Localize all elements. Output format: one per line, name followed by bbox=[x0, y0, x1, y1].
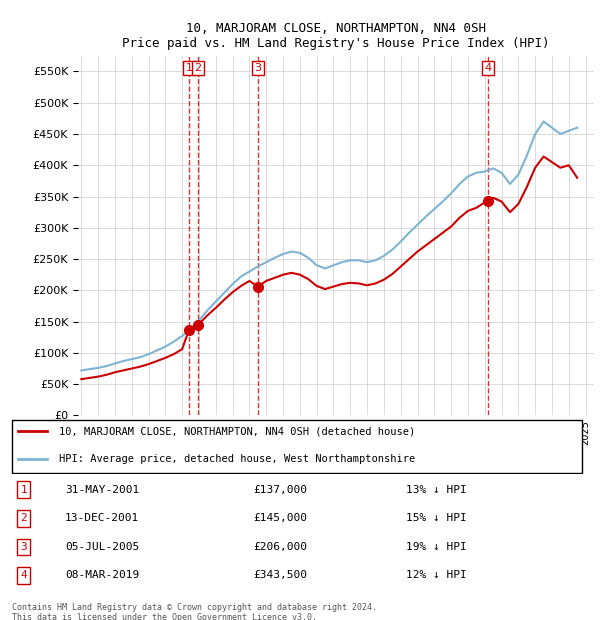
Text: 19% ↓ HPI: 19% ↓ HPI bbox=[406, 542, 467, 552]
Text: £137,000: £137,000 bbox=[253, 485, 307, 495]
Text: £343,500: £343,500 bbox=[253, 570, 307, 580]
Text: 31-MAY-2001: 31-MAY-2001 bbox=[65, 485, 139, 495]
Title: 10, MARJORAM CLOSE, NORTHAMPTON, NN4 0SH
Price paid vs. HM Land Registry's House: 10, MARJORAM CLOSE, NORTHAMPTON, NN4 0SH… bbox=[122, 22, 550, 50]
Text: 2: 2 bbox=[194, 63, 202, 73]
Text: 05-JUL-2005: 05-JUL-2005 bbox=[65, 542, 139, 552]
Text: £145,000: £145,000 bbox=[253, 513, 307, 523]
Text: Contains HM Land Registry data © Crown copyright and database right 2024.
This d: Contains HM Land Registry data © Crown c… bbox=[12, 603, 377, 620]
Text: 1: 1 bbox=[20, 485, 27, 495]
Text: 15% ↓ HPI: 15% ↓ HPI bbox=[406, 513, 467, 523]
Text: 4: 4 bbox=[484, 63, 491, 73]
Text: 13-DEC-2001: 13-DEC-2001 bbox=[65, 513, 139, 523]
Text: 13% ↓ HPI: 13% ↓ HPI bbox=[406, 485, 467, 495]
FancyBboxPatch shape bbox=[12, 420, 582, 473]
Text: HPI: Average price, detached house, West Northamptonshire: HPI: Average price, detached house, West… bbox=[59, 454, 415, 464]
Text: 3: 3 bbox=[254, 63, 262, 73]
Text: 3: 3 bbox=[20, 542, 27, 552]
Text: 2: 2 bbox=[20, 513, 27, 523]
Text: 1: 1 bbox=[185, 63, 193, 73]
Text: 12% ↓ HPI: 12% ↓ HPI bbox=[406, 570, 467, 580]
Text: 10, MARJORAM CLOSE, NORTHAMPTON, NN4 0SH (detached house): 10, MARJORAM CLOSE, NORTHAMPTON, NN4 0SH… bbox=[59, 427, 415, 436]
Text: £206,000: £206,000 bbox=[253, 542, 307, 552]
Text: 08-MAR-2019: 08-MAR-2019 bbox=[65, 570, 139, 580]
Text: 4: 4 bbox=[20, 570, 27, 580]
